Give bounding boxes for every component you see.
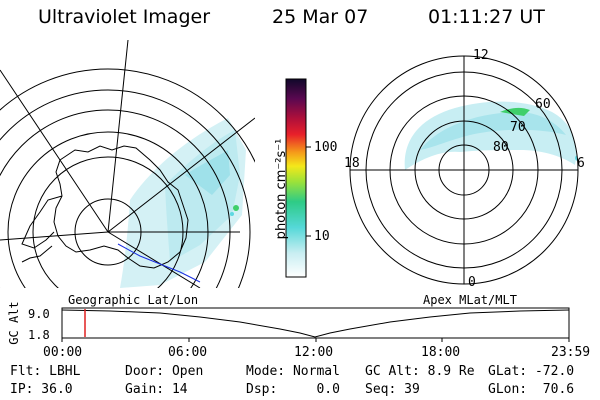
status-filter: Flt: LBHL xyxy=(10,364,81,379)
instrument-title: Ultraviolet Imager xyxy=(38,6,211,28)
colorbar-tick-100: 100 xyxy=(314,140,338,155)
colorbar-ticks xyxy=(306,146,311,237)
colorbar-unit-label: photon cm⁻²s⁻¹ xyxy=(274,138,289,240)
satellite-ground-track xyxy=(117,243,201,283)
polar-plot xyxy=(349,55,579,285)
status-glat: GLat: -72.0 xyxy=(488,364,575,379)
status-gain: Gain: 14 xyxy=(125,382,188,397)
right-projection-label: Apex MLat/MLT xyxy=(423,293,517,307)
antarctica-coastline xyxy=(21,145,189,269)
status-glon: GLon: 70.6 xyxy=(488,382,575,397)
mlat-label-80: 80 xyxy=(493,140,509,155)
gc-alt-xtick-0600: 06:00 xyxy=(168,345,208,360)
gc-alt-axis-label: GC Alt xyxy=(7,301,21,345)
gc-alt-xtick-1800: 18:00 xyxy=(421,345,461,360)
time-label: 01:11:27 UT xyxy=(428,6,545,28)
status-ip: IP: 36.0 xyxy=(10,382,73,397)
status-mode: Mode: Normal xyxy=(246,364,340,379)
gc-alt-xtick-0000: 00:00 xyxy=(43,345,83,360)
date-label: 25 Mar 07 xyxy=(272,6,369,28)
gc-alt-x-ticks xyxy=(61,338,570,342)
colorbar-tick-10: 10 xyxy=(314,229,330,244)
gc-alt-xtick-1200: 12:00 xyxy=(294,345,334,360)
gc-alt-curve xyxy=(61,309,570,338)
meridians xyxy=(0,40,255,288)
mlat-label-60: 60 xyxy=(535,97,551,112)
mlt-label-12: 12 xyxy=(473,48,489,63)
mlt-label-18: 18 xyxy=(344,156,360,171)
gc-alt-ytick-high: 9.0 xyxy=(28,307,50,321)
status-gc-alt: GC Alt: 8.9 Re xyxy=(365,364,475,379)
gc-alt-panel xyxy=(61,307,570,342)
status-door: Door: Open xyxy=(125,364,204,379)
mlt-label-0: 0 xyxy=(468,275,476,290)
status-dsp: Dsp: 0.0 xyxy=(246,382,340,397)
geographic-map xyxy=(0,40,255,288)
aurora-emission-left xyxy=(120,118,246,288)
gc-alt-xtick-2359: 23:59 xyxy=(551,345,591,360)
mlat-label-70: 70 xyxy=(510,120,526,135)
aurora-emission-polar xyxy=(404,101,578,170)
status-seq: Seq: 39 xyxy=(365,382,420,397)
colorbar xyxy=(285,78,307,278)
left-projection-label: Geographic Lat/Lon xyxy=(68,293,199,307)
mlt-axes xyxy=(350,56,578,284)
gc-alt-ytick-low: 1.8 xyxy=(28,328,50,342)
mlt-label-6: 6 xyxy=(577,156,585,171)
